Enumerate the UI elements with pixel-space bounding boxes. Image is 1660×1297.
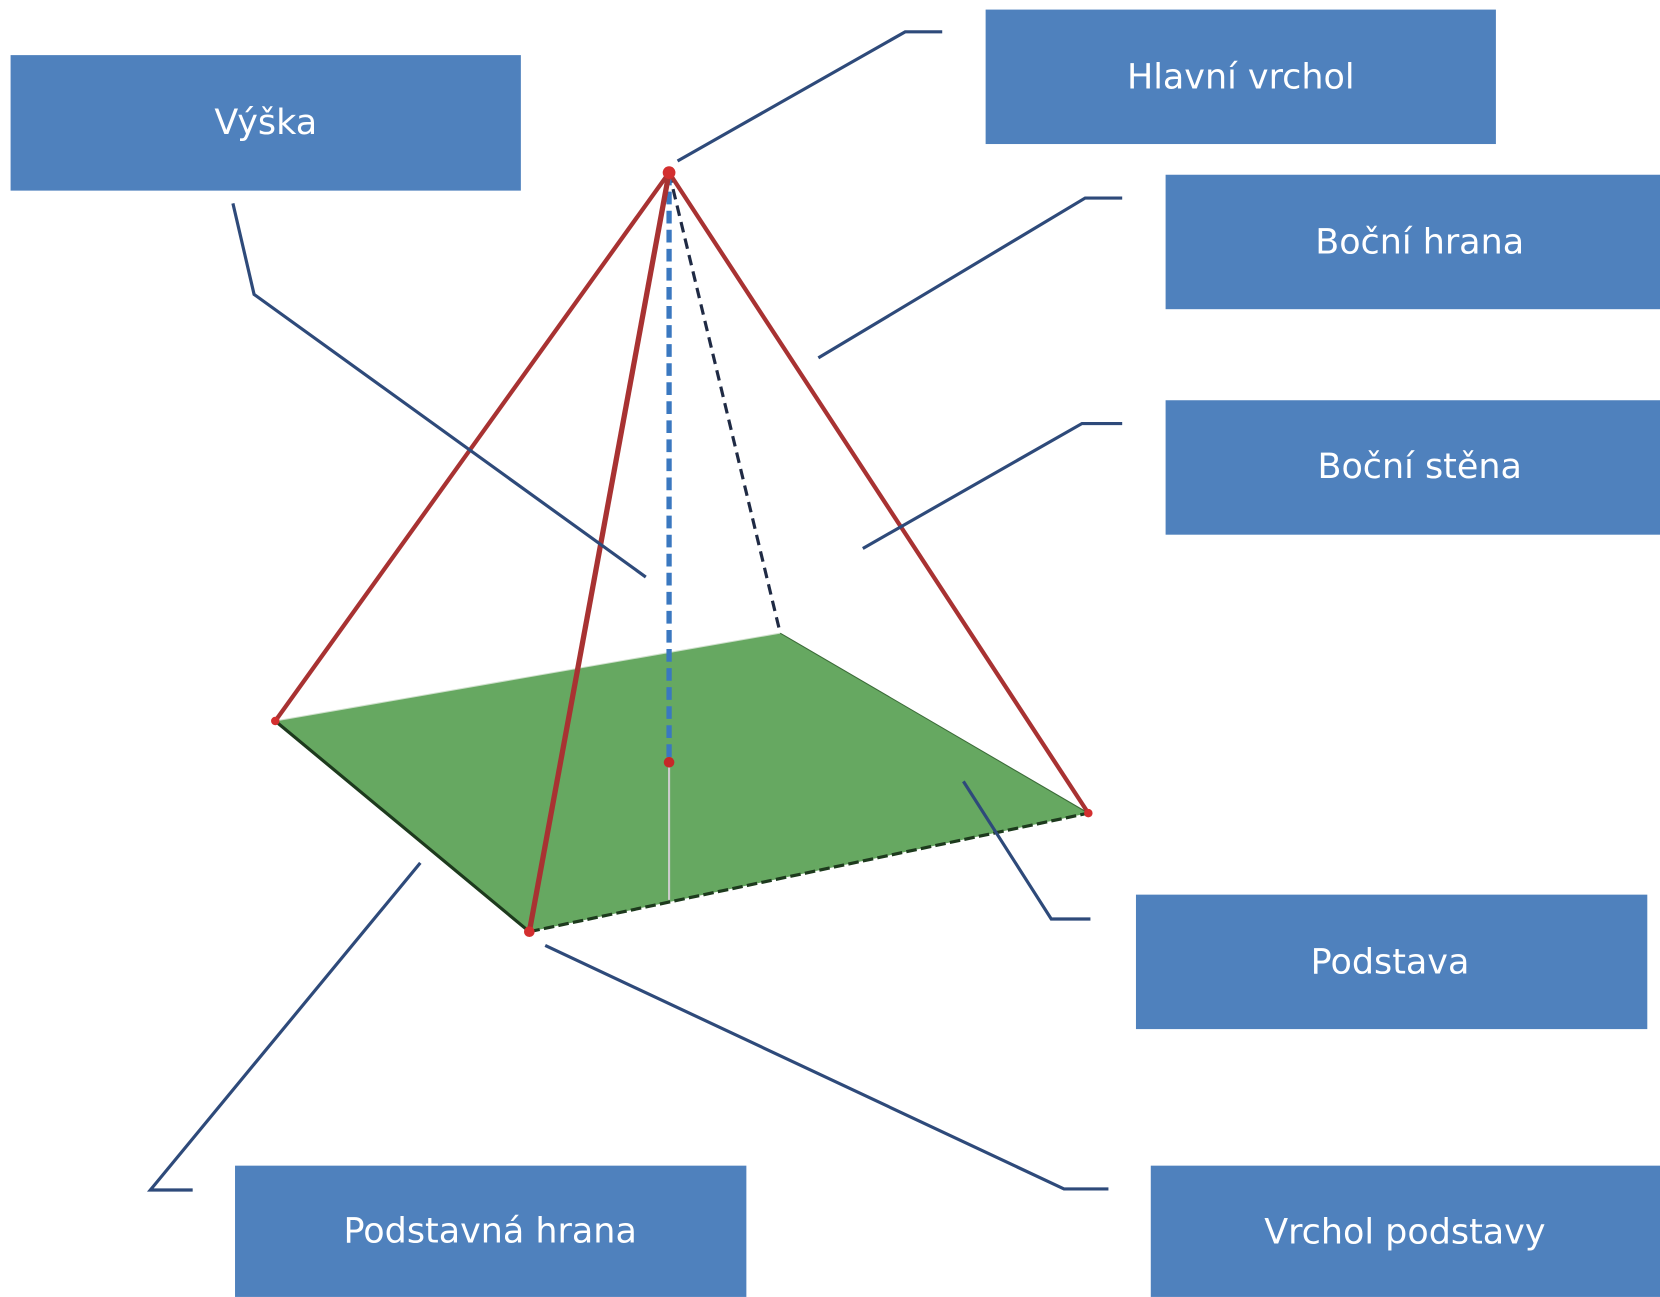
hidden-edge (667, 172, 782, 634)
label: Boční hrana (1315, 223, 1524, 263)
vertex-point (524, 926, 535, 937)
base-edge-line (275, 632, 781, 722)
label: Boční stěna (1317, 447, 1521, 487)
base-face (275, 633, 1089, 932)
leader-line (146, 861, 422, 1192)
label-box (1165, 174, 1660, 310)
label-box (1135, 894, 1648, 1030)
leader-line (231, 202, 647, 579)
label-box (235, 1165, 747, 1297)
leader-line (862, 421, 1123, 550)
vertex-point (1084, 808, 1093, 818)
lateral-edge-line (273, 171, 671, 723)
leader-line (544, 944, 1109, 1191)
vertex-point (271, 716, 280, 726)
leader-line (676, 30, 943, 163)
label: Hlavní vrchol (1127, 57, 1355, 97)
label: Podstava (1311, 942, 1470, 982)
leader-line (962, 780, 1091, 921)
lateral-edge-line (526, 172, 672, 933)
label-box (985, 9, 1496, 145)
label-box (1165, 400, 1660, 535)
label: Podstavná hrana (343, 1211, 636, 1251)
apex-point (662, 166, 676, 179)
label-box (10, 55, 521, 191)
base-edge-line (274, 719, 531, 933)
label: Výška (214, 103, 317, 143)
label-box (1150, 1165, 1660, 1297)
lateral-edge-line (667, 171, 1091, 815)
base-edge-line (779, 632, 1089, 814)
foot-point (663, 757, 675, 768)
label: Vrchol podstavy (1264, 1212, 1545, 1252)
leader-line (817, 196, 1123, 360)
